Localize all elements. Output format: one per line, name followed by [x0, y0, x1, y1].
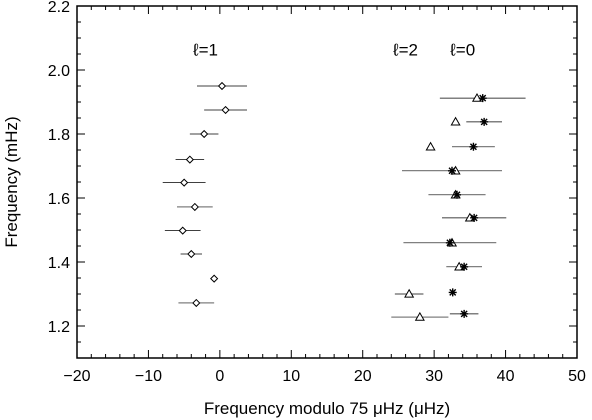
x-tick-label: 50 — [568, 368, 586, 385]
x-tick-label: 20 — [354, 368, 372, 385]
x-tick-label: 30 — [425, 368, 443, 385]
y-tick-label: 1.6 — [48, 191, 70, 208]
x-tick-label: −10 — [135, 368, 162, 385]
x-tick-label: 0 — [215, 368, 224, 385]
data-point-diamond — [178, 226, 187, 235]
data-point-diamond — [185, 155, 194, 164]
y-axis-title: Frequency (mHz) — [2, 116, 21, 247]
data-point-diamond — [217, 81, 227, 91]
data-point-diamond — [192, 298, 201, 308]
degree-label: ℓ=2 — [392, 41, 418, 60]
data-point-triangle — [414, 311, 425, 321]
data-point-triangle — [450, 116, 461, 126]
data-point-asterisk — [460, 309, 469, 318]
y-tick-label: 2.0 — [48, 63, 70, 80]
data-point-asterisk — [448, 166, 456, 175]
data-markers — [178, 81, 489, 321]
data-point-diamond — [221, 105, 230, 115]
data-point-diamond — [180, 178, 189, 187]
data-point-asterisk — [470, 213, 479, 222]
data-point-triangle — [404, 288, 415, 298]
y-tick-label: 1.4 — [48, 255, 70, 272]
data-point-asterisk — [478, 94, 487, 103]
tick-marks — [76, 5, 578, 359]
y-tick-label: 1.8 — [48, 127, 70, 144]
data-point-asterisk — [448, 288, 457, 297]
x-axis-title: Frequency modulo 75 μHz (μHz) — [204, 399, 450, 418]
x-tick-label: 40 — [497, 368, 515, 385]
y-tick-label: 1.2 — [48, 319, 70, 336]
data-point-asterisk — [445, 238, 454, 247]
data-point-diamond — [187, 249, 196, 259]
tick-labels: −20 −10 0 10 20 30 40 50 1.2 1.4 1.6 1.8 2.0 2.2 — [48, 0, 586, 385]
data-point-diamond — [190, 202, 199, 212]
plot-frame — [76, 5, 578, 359]
data-point-asterisk — [453, 190, 461, 199]
x-tick-label: −20 — [63, 368, 90, 385]
degree-label: ℓ=1 — [192, 41, 218, 60]
degree-label: ℓ=0 — [449, 41, 475, 60]
data-point-asterisk — [480, 117, 489, 126]
data-point-triangle — [425, 141, 436, 151]
data-point-diamond — [210, 274, 219, 283]
data-point-asterisk — [460, 262, 469, 271]
y-tick-label: 2.2 — [48, 0, 70, 16]
x-tick-label: 10 — [282, 368, 300, 385]
data-point-asterisk — [469, 142, 478, 151]
data-point-diamond — [200, 129, 209, 139]
error-bars — [162, 85, 526, 318]
annotations: ℓ=1 ℓ=2 ℓ=0 — [192, 41, 475, 60]
